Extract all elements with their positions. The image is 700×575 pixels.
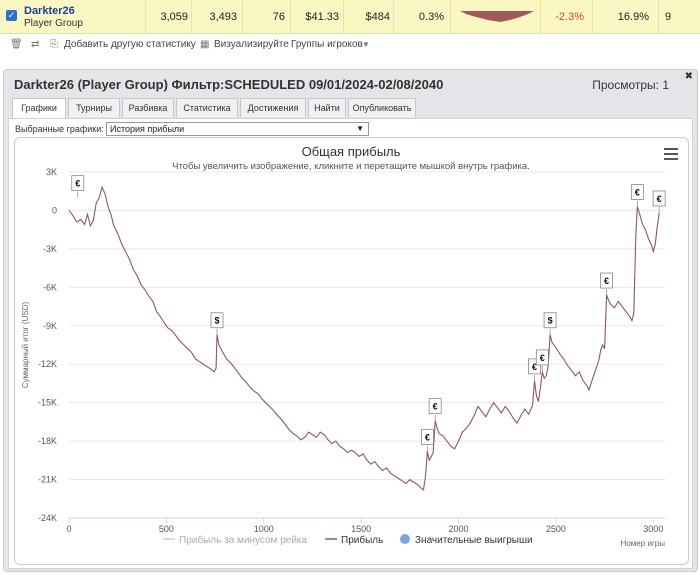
legend-rake-label: Прибыль за минусом рейка [179, 534, 308, 546]
panel-body: Выбранные графики: История прибыли ▼ Общ… [8, 118, 693, 569]
tab-tournaments[interactable]: Турниры [68, 98, 120, 117]
big-win-label: € [425, 432, 430, 442]
chart-select-value: История прибыли [110, 124, 185, 134]
x-tick-label: 3000 [643, 524, 663, 534]
column-separator [290, 0, 291, 33]
player-name[interactable]: Darkter26 [24, 5, 75, 17]
chart-select[interactable]: История прибыли ▼ [106, 122, 369, 136]
profit-chart[interactable]: Общая прибыль Чтобы увеличить изображение… [15, 138, 688, 564]
column-separator [658, 0, 659, 33]
big-win-label: € [635, 188, 640, 198]
row-cell-5: $484 [365, 11, 390, 23]
y-tick-label: -9K [43, 321, 57, 331]
big-win-flag [630, 184, 644, 200]
tab-breakdown[interactable]: Разбивка [122, 98, 174, 117]
column-separator [540, 0, 541, 33]
chart-frame[interactable]: Общая прибыль Чтобы увеличить изображение… [14, 137, 689, 565]
trash-icon[interactable]: 🗑 [10, 39, 23, 50]
row-cell-7: -2.3% [555, 11, 584, 23]
y-tick-label: -24K [38, 513, 57, 523]
chart-subtitle: Чтобы увеличить изображение, кликните и … [172, 161, 530, 172]
player-row[interactable]: ✓ Darkter26 Player Group 3,059 3,493 76 … [0, 0, 700, 34]
y-tick-label: 3K [46, 167, 57, 177]
row-cell-6: 0.3% [418, 11, 444, 23]
big-win-flag [420, 428, 434, 445]
x-axis-label: Номер игры [621, 539, 666, 548]
legend-bigwins-label: Значительные выигрыши [415, 535, 533, 546]
column-separator [343, 0, 344, 33]
column-separator [450, 0, 451, 33]
big-win-flag [600, 272, 613, 289]
big-win-flag [535, 349, 549, 366]
y-tick-label: -3K [43, 244, 57, 254]
column-separator [242, 0, 243, 33]
add-stat-icon: ⎘ [50, 39, 58, 50]
x-tick-label: 500 [159, 524, 174, 534]
visualize-button[interactable]: Визуализируйте [214, 39, 289, 50]
add-stat-button[interactable]: Добавить другую статистику [64, 39, 196, 50]
legend-bigwins-swatch [400, 534, 410, 544]
x-tick-label: 2000 [449, 524, 469, 534]
tab-statistics[interactable]: Статистика [176, 98, 238, 117]
sparkline-shape [460, 11, 534, 22]
y-tick-label: -12K [38, 359, 57, 369]
big-win-flag [652, 190, 666, 207]
chart-icon: ▦ [200, 39, 210, 50]
big-win-label: € [540, 353, 545, 363]
row-cell-2: 3,493 [209, 11, 237, 23]
big-win-label: € [657, 194, 662, 204]
row-cell-games: 3,059 [160, 11, 188, 23]
tab-charts[interactable]: Графики [12, 98, 66, 118]
y-axis-label: Суммарный итог (USD) [21, 302, 30, 389]
big-win-flag [543, 312, 557, 329]
column-separator [191, 0, 192, 33]
big-win-label: $ [215, 316, 220, 326]
big-win-label: € [604, 276, 609, 286]
big-win-flag [71, 175, 85, 192]
player-groups-dropdown[interactable]: Группы игроков [291, 39, 363, 50]
row-cell-9: 9 [665, 11, 672, 23]
big-win-label: € [532, 362, 537, 372]
panel-title: Darkter26 (Player Group) Фильтр:SCHEDULE… [14, 77, 444, 92]
column-separator [592, 0, 593, 33]
table-toolbar: 🗑 ⇄ ⎘ Добавить другую статистику ▦ Визуа… [0, 34, 700, 56]
sparkline [460, 11, 534, 22]
row-checkbox[interactable]: ✓ [6, 10, 17, 21]
row-cell-4: $41.33 [305, 11, 339, 23]
chart-title: Общая прибыль [302, 144, 401, 159]
chevron-down-icon: ▼ [356, 124, 364, 133]
big-win-label: € [433, 402, 438, 412]
column-separator [393, 0, 394, 33]
x-tick-label: 2500 [546, 524, 566, 534]
big-win-label: $ [548, 316, 553, 326]
legend-profit-label: Прибыль [341, 534, 383, 546]
profit-line [68, 185, 660, 491]
y-tick-label: -18K [38, 436, 57, 446]
selected-charts-label: Выбранные графики: [15, 124, 104, 134]
row-cell-8: 16.9% [617, 11, 649, 23]
views-count: Просмотры: 1 [592, 78, 669, 92]
big-win-label: € [75, 179, 80, 189]
y-tick-label: -6K [43, 282, 57, 292]
big-win-flag [428, 398, 442, 415]
tab-publish[interactable]: Опубликовать [348, 98, 416, 117]
report-panel: Darkter26 (Player Group) Фильтр:SCHEDULE… [3, 69, 698, 572]
big-win-flag [210, 312, 224, 329]
x-tick-label: 1500 [351, 524, 371, 534]
tab-achievements[interactable]: Достижения [240, 98, 306, 117]
x-tick-label: 0 [66, 524, 71, 534]
player-group: Player Group [24, 18, 83, 29]
y-tick-label: -15K [38, 398, 57, 408]
close-icon[interactable]: ✖ [684, 71, 693, 82]
y-tick-label: 0 [52, 205, 57, 215]
menu-icon[interactable] [664, 148, 678, 160]
chevron-down-icon: ▼ [362, 40, 370, 49]
column-separator [145, 0, 146, 33]
y-tick-label: -21K [38, 475, 57, 485]
link-icon[interactable]: ⇄ [31, 39, 40, 50]
tab-find[interactable]: Найти [308, 98, 346, 117]
x-tick-label: 1000 [254, 524, 274, 534]
row-cell-3: 76 [272, 11, 285, 23]
